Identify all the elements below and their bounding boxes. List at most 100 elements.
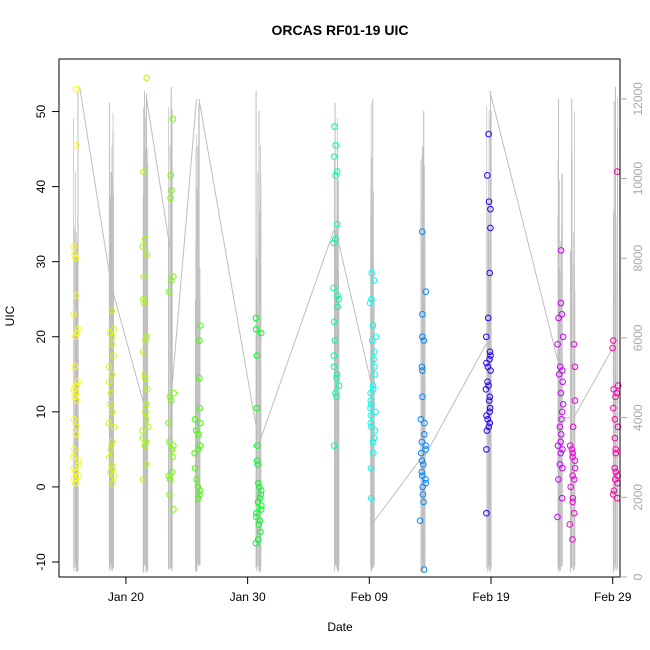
data-point — [144, 423, 152, 431]
data-point — [165, 288, 173, 296]
data-point — [70, 464, 78, 472]
data-point — [72, 254, 79, 262]
data-point — [108, 307, 116, 314]
x-tick-label: Feb 29 — [594, 590, 632, 604]
data-point — [334, 303, 341, 311]
data-point — [166, 491, 173, 498]
data-point — [333, 393, 340, 401]
data-point — [168, 277, 175, 284]
data-point — [569, 423, 577, 431]
altitude-connector-line — [373, 457, 423, 522]
data-point — [108, 408, 116, 416]
data-point — [196, 419, 204, 427]
data-point — [558, 494, 566, 502]
data-point — [169, 115, 177, 123]
data-point — [559, 333, 567, 341]
data-point — [71, 363, 79, 371]
data-point — [558, 416, 565, 423]
data-point — [487, 224, 494, 232]
data-point — [140, 273, 147, 281]
data-point — [253, 352, 261, 359]
data-point — [612, 446, 620, 453]
y2-tick-label: 6000 — [631, 324, 645, 351]
data-point — [367, 419, 375, 427]
data-point — [70, 310, 77, 318]
data-point — [166, 393, 174, 401]
data-point — [611, 476, 619, 483]
data-point — [143, 386, 151, 393]
data-point — [559, 401, 567, 408]
data-point — [571, 363, 579, 371]
data-point — [252, 325, 260, 333]
x-tick-label: Feb 09 — [351, 590, 389, 604]
data-point — [256, 483, 263, 491]
data-point — [484, 172, 491, 179]
data-point — [368, 269, 375, 277]
data-point — [143, 333, 151, 341]
data-point — [257, 506, 265, 513]
altitude-connector-line — [146, 98, 171, 247]
data-point — [74, 378, 82, 386]
data-point — [257, 487, 265, 494]
data-point — [420, 498, 427, 506]
data-point — [256, 517, 264, 525]
y2-tick-label: 8000 — [631, 245, 645, 272]
data-point — [568, 446, 576, 453]
data-point — [197, 322, 204, 329]
x-tick-label: Jan 20 — [108, 590, 144, 604]
data-point — [257, 329, 265, 337]
data-point — [142, 416, 150, 423]
data-point — [72, 389, 80, 397]
data-point — [142, 337, 149, 344]
y-tick-label: 10 — [34, 405, 48, 419]
data-point — [253, 457, 261, 464]
data-point — [417, 449, 425, 457]
altitude-connector-line — [198, 98, 258, 434]
data-point — [167, 397, 175, 404]
data-point — [558, 408, 566, 416]
altitude-connector-line — [573, 345, 615, 418]
data-point — [335, 295, 342, 303]
data-point — [558, 310, 566, 318]
data-point — [254, 498, 262, 506]
data-point — [196, 487, 204, 494]
data-point — [252, 509, 260, 517]
data-point — [367, 464, 375, 472]
data-point — [73, 329, 80, 337]
data-point — [195, 431, 202, 438]
data-point — [556, 363, 564, 371]
data-point — [484, 416, 491, 423]
data-point — [483, 446, 490, 453]
data-point — [108, 438, 116, 446]
data-point — [330, 363, 338, 371]
data-point — [369, 322, 377, 329]
data-point — [254, 479, 262, 487]
data-point — [420, 461, 427, 468]
data-point — [371, 363, 378, 371]
data-point — [142, 374, 149, 382]
data-point — [141, 235, 149, 243]
data-point — [255, 521, 263, 528]
data-point — [609, 491, 617, 498]
data-point — [109, 479, 116, 487]
data-point — [367, 412, 375, 419]
data-point — [486, 348, 494, 356]
data-point — [612, 393, 619, 401]
data-point — [569, 494, 577, 502]
data-point — [253, 404, 261, 412]
data-point — [571, 464, 579, 472]
data-point — [422, 446, 429, 453]
data-point — [331, 123, 338, 130]
data-point — [108, 340, 116, 348]
data-point — [139, 348, 147, 356]
data-point — [569, 536, 576, 543]
data-point — [191, 464, 199, 472]
data-point — [108, 333, 116, 341]
data-point — [142, 438, 150, 446]
data-point — [371, 371, 379, 378]
data-point — [106, 468, 114, 476]
data-point — [367, 404, 374, 412]
data-point — [257, 528, 264, 536]
data-point — [371, 427, 379, 434]
chart-title: ORCAS RF01-19 UIC — [272, 22, 409, 38]
